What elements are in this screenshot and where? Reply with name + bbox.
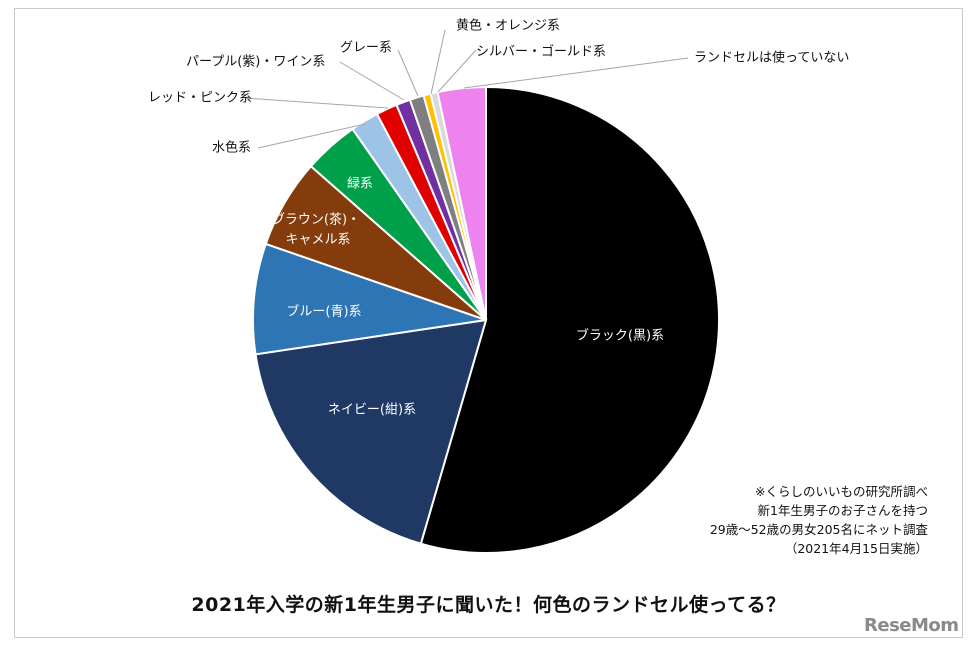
slice-label: ランドセルは使っていない: [694, 50, 849, 66]
leader-line: [430, 29, 446, 95]
chart-title: 2021年入学の新1年生男子に聞いた！何色のランドセル使ってる？: [191, 594, 786, 616]
leader-line: [257, 123, 366, 149]
pie-slice: [252, 242, 487, 356]
leader-line: [397, 49, 419, 97]
leader-line: [463, 57, 689, 89]
slice-label: シルバー・ゴールド系: [476, 44, 606, 60]
slice-label: パープル(紫)・ワイン系: [186, 55, 325, 70]
leader-lines: [244, 29, 689, 149]
pie-slice: [254, 318, 488, 545]
slice-label: 水色系: [212, 140, 251, 156]
pie-slice: [436, 85, 487, 321]
survey-note: ※くらしのいいもの研究所調べ 新1年生男子のお子さんを持つ 29歳～52歳の男女…: [668, 482, 928, 558]
slice-label: ブラック(黒)系: [576, 328, 664, 344]
pie-slice: [419, 85, 720, 554]
note-line: 29歳～52歳の男女205名にネット調査: [709, 522, 928, 537]
slice-label: ブラウン(茶)・: [272, 212, 360, 228]
resemom-logo: ReseMom: [864, 615, 959, 636]
note-line: ※くらしのいいもの研究所調べ: [755, 484, 928, 499]
leader-line: [339, 61, 405, 101]
note-line: 新1年生男子のお子さんを持つ: [757, 503, 928, 518]
slice-label: 緑系: [347, 177, 373, 192]
slice-label: ネイビー(紺)系: [328, 403, 416, 418]
slice-label: レッド・ピンク系: [148, 91, 252, 106]
slice-label: キャメル系: [285, 233, 350, 248]
leader-line: [437, 49, 477, 93]
slice-label: 黄色・オレンジ系: [456, 18, 560, 34]
pie-slices: [252, 85, 720, 554]
slice-label: ブルー(青)系: [286, 304, 361, 320]
leader-line: [244, 97, 389, 109]
note-line: （2021年4月15日実施）: [784, 541, 928, 556]
slice-label: グレー系: [340, 41, 392, 56]
